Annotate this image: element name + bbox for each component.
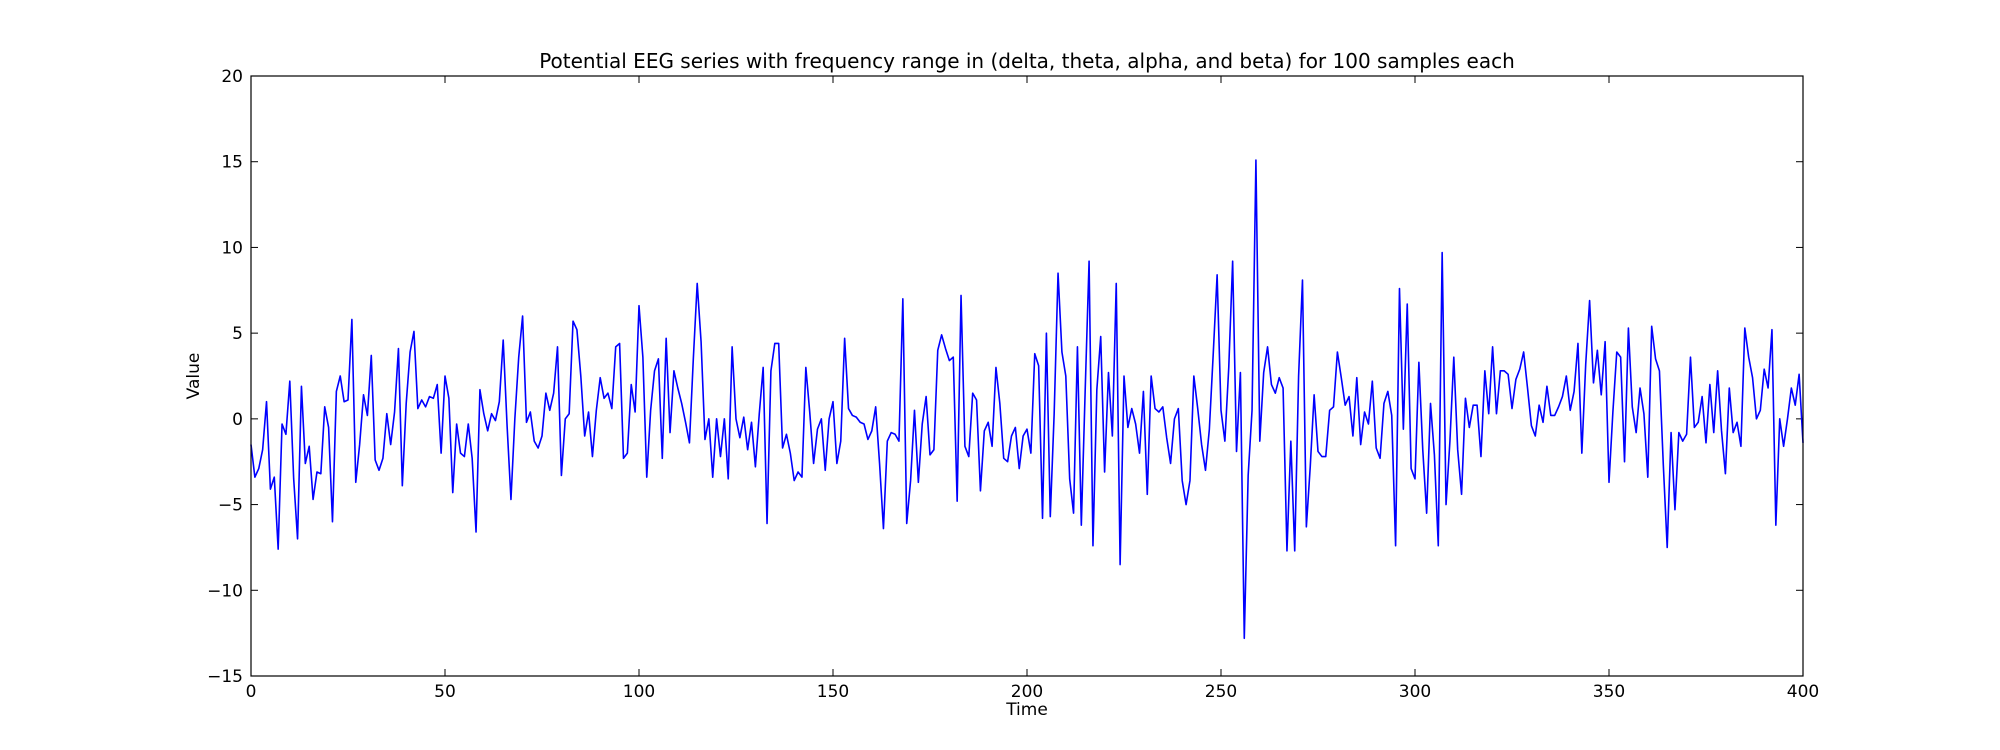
y-tick-label: 5 — [232, 324, 243, 344]
x-tick-label: 150 — [817, 682, 849, 702]
x-tick-label: 300 — [1399, 682, 1431, 702]
x-tick-label: 100 — [623, 682, 655, 702]
chart-title: Potential EEG series with frequency rang… — [539, 49, 1515, 73]
x-tick-label: 50 — [434, 682, 456, 702]
x-tick-label: 400 — [1787, 682, 1819, 702]
series-line — [250, 159, 1804, 640]
y-tick-label: −10 — [207, 581, 243, 601]
x-tick-label: 0 — [246, 682, 257, 702]
x-tick-label: 350 — [1593, 682, 1625, 702]
y-tick-label: 0 — [232, 410, 243, 430]
y-tick-label: 10 — [221, 238, 243, 258]
data-series-layer — [250, 159, 1804, 640]
plot-area-background — [251, 76, 1803, 676]
y-tick-label: −5 — [218, 496, 243, 516]
y-tick-label: 15 — [221, 153, 243, 173]
x-axis-label: Time — [1005, 700, 1048, 720]
y-tick-label: −15 — [207, 667, 243, 687]
x-tick-label: 200 — [1011, 682, 1043, 702]
y-axis-label: Value — [184, 353, 204, 400]
tick-labels: 0 50 100 150 200 250 300 350 400 −15 −10 −5 0 5 10 15 20 — [207, 67, 1819, 702]
y-tick-label: 20 — [221, 67, 243, 87]
plot-frame — [250, 75, 1804, 677]
x-tick-label: 250 — [1205, 682, 1237, 702]
